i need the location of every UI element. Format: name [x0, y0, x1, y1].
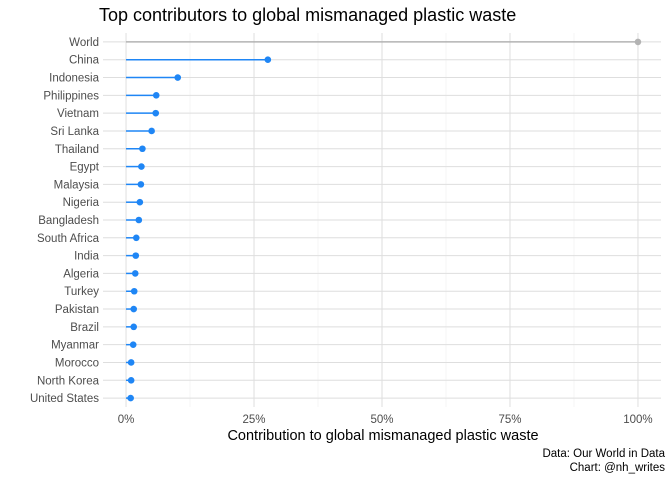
y-tick-label: Indonesia — [49, 73, 99, 85]
caption-source: Data: Our World in Data — [542, 448, 665, 460]
lollipop-point — [152, 92, 160, 99]
lollipop-point — [127, 359, 135, 366]
y-tick-label: Vietnam — [57, 108, 99, 120]
y-tick-label: United States — [30, 393, 99, 405]
lollipop-point — [130, 323, 138, 331]
lollipop-point — [634, 38, 642, 46]
y-tick-label: Sri Lanka — [50, 126, 99, 138]
lollipop-point — [136, 198, 144, 206]
y-tick-label: Malaysia — [54, 179, 100, 191]
x-axis-ticks: 0% 25% 50% 75% 100% — [118, 414, 653, 426]
y-tick-label: Bangladesh — [38, 215, 99, 227]
x-tick-label: 100% — [623, 414, 652, 426]
y-axis-labels: World China Indonesia Philippines Vietnam Sri… — [30, 37, 100, 405]
x-tick-label: 25% — [243, 414, 266, 426]
y-tick-label: Pakistan — [55, 304, 99, 316]
lollipop-point — [137, 181, 145, 188]
y-tick-label: Thailand — [55, 144, 99, 156]
y-tick-label: Philippines — [43, 90, 99, 102]
lollipop-marks — [126, 38, 642, 402]
lollipop-point — [129, 341, 137, 348]
x-tick-label: 50% — [370, 414, 393, 426]
lollipop-point — [148, 127, 155, 135]
chart-title: Top contributors to global mismanaged pl… — [99, 5, 516, 25]
y-tick-label: Egypt — [70, 162, 100, 174]
lollipop-point — [174, 74, 182, 81]
lollipop-point — [130, 287, 138, 295]
y-tick-label: South Africa — [37, 233, 100, 245]
grid — [103, 33, 661, 407]
y-tick-label: India — [74, 251, 100, 263]
lollipop-point — [138, 163, 145, 170]
y-tick-label: Myanmar — [51, 340, 99, 352]
lollipop-point — [130, 305, 138, 313]
lollipop-point — [127, 376, 135, 384]
x-axis-label: Contribution to global mismanaged plasti… — [227, 428, 538, 444]
lollipop-point — [131, 270, 139, 277]
y-tick-label: Algeria — [63, 268, 99, 280]
lollipop-point — [152, 109, 160, 117]
y-tick-label: North Korea — [37, 375, 100, 387]
x-tick-label: 0% — [118, 414, 135, 426]
y-tick-label: Brazil — [70, 322, 99, 334]
lollipop-point — [132, 252, 140, 259]
lollipop-point — [139, 145, 146, 153]
lollipop-point — [264, 56, 272, 64]
x-tick-label: 75% — [498, 414, 521, 426]
lollipop-point — [127, 394, 134, 402]
y-tick-label: China — [69, 55, 100, 67]
caption-credit: Chart: @nh_writes — [570, 462, 666, 474]
y-tick-label: Turkey — [64, 286, 99, 298]
lollipop-point — [132, 234, 140, 242]
y-tick-label: Nigeria — [63, 197, 100, 209]
lollipop-point — [135, 216, 143, 224]
y-tick-label: Morocco — [55, 357, 99, 369]
y-tick-label: World — [69, 37, 99, 49]
